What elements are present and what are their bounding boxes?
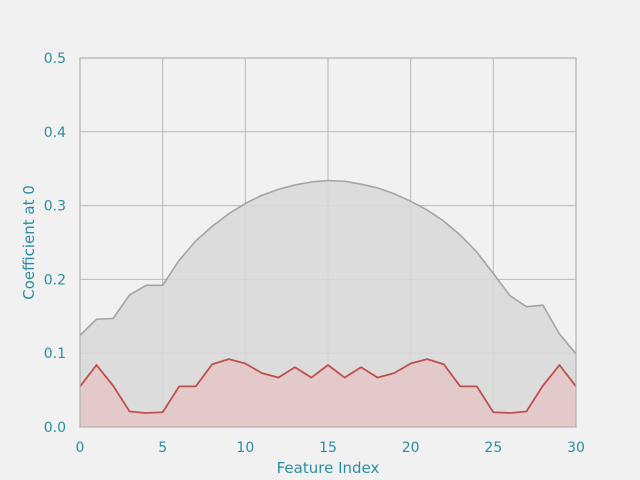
x-tick-label: 10 [236,440,254,456]
series-area-0 [80,180,576,427]
y-tick-label: 0.4 [44,125,66,141]
series-lines [79,179,577,414]
x-tick-label: 30 [567,440,585,456]
x-tick-label: 20 [402,440,420,456]
x-axis-label: Feature Index [277,459,380,477]
y-tick-label: 0.5 [44,51,66,67]
series-line-1 [79,358,577,414]
y-tick-labels: 0.0 0.1 0.2 0.3 0.4 0.5 [44,51,66,436]
series-line-0 [79,179,577,355]
x-tick-label: 5 [158,440,167,456]
x-tick-label: 25 [484,440,502,456]
y-tick-label: 0.0 [44,420,66,436]
y-axis-label: Coefficient at 0 [20,185,38,300]
x-tick-label: 0 [76,440,85,456]
plot-frame [79,57,577,428]
y-tick-label: 0.1 [44,346,66,362]
x-tick-labels: 0 5 10 15 20 25 30 [76,440,585,456]
y-tick-label: 0.3 [44,199,66,215]
x-tick-label: 15 [319,440,337,456]
y-tick-label: 0.2 [44,272,66,288]
